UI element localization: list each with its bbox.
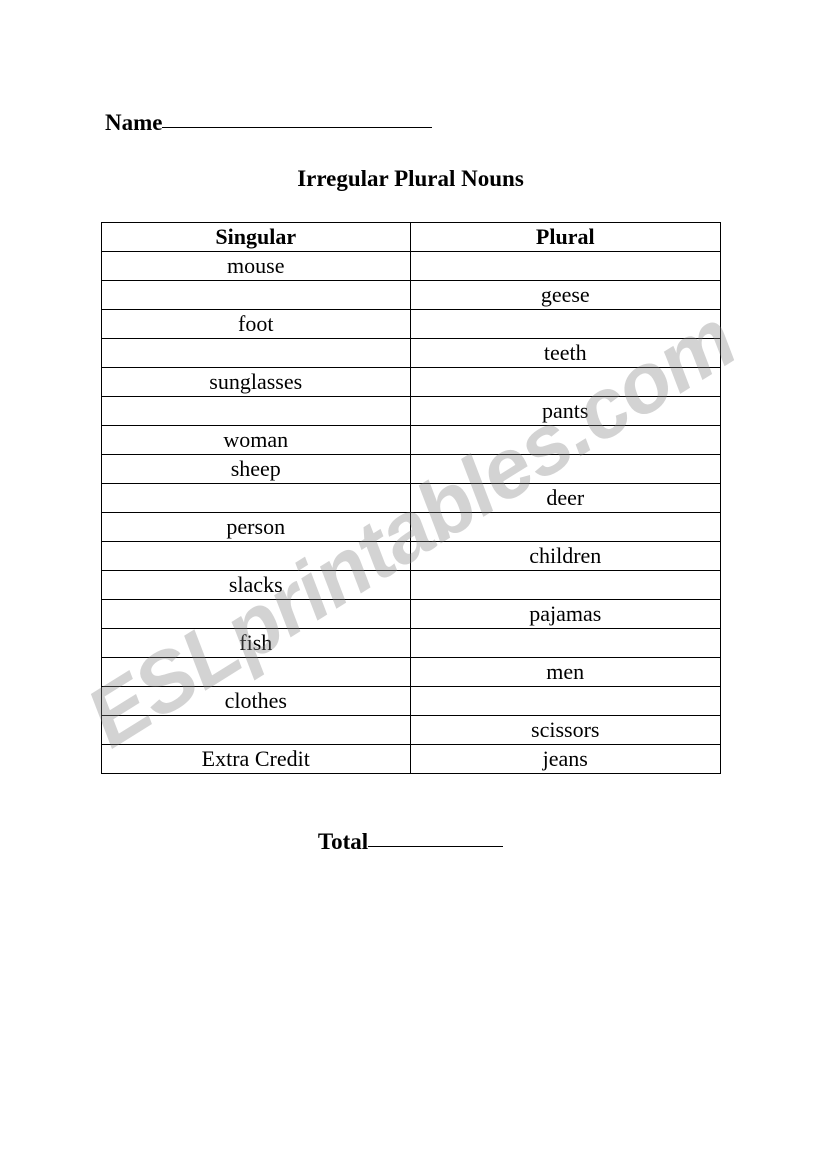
table-row: geese <box>101 281 720 310</box>
cell-plural[interactable] <box>411 252 721 281</box>
cell-singular[interactable] <box>101 658 411 687</box>
extra-credit-plural[interactable]: jeans <box>411 745 721 774</box>
cell-plural[interactable] <box>411 455 721 484</box>
total-label: Total <box>318 829 368 854</box>
column-header-singular: Singular <box>101 223 411 252</box>
cell-plural[interactable] <box>411 310 721 339</box>
table-row: foot <box>101 310 720 339</box>
table-row: mouse <box>101 252 720 281</box>
cell-singular[interactable]: woman <box>101 426 411 455</box>
nouns-table: Singular Plural mouse geese foot teeth s… <box>101 222 721 774</box>
cell-plural[interactable]: children <box>411 542 721 571</box>
cell-plural[interactable] <box>411 687 721 716</box>
worksheet-title: Irregular Plural Nouns <box>100 166 721 192</box>
cell-singular[interactable]: mouse <box>101 252 411 281</box>
name-label: Name <box>105 110 162 135</box>
cell-singular[interactable] <box>101 542 411 571</box>
cell-singular[interactable]: clothes <box>101 687 411 716</box>
cell-singular[interactable]: sheep <box>101 455 411 484</box>
table-row: woman <box>101 426 720 455</box>
table-row: sunglasses <box>101 368 720 397</box>
cell-plural[interactable] <box>411 629 721 658</box>
name-field-row: Name <box>105 110 721 136</box>
cell-singular[interactable] <box>101 484 411 513</box>
cell-plural[interactable]: geese <box>411 281 721 310</box>
table-header-row: Singular Plural <box>101 223 720 252</box>
cell-plural[interactable]: deer <box>411 484 721 513</box>
table-row: sheep <box>101 455 720 484</box>
cell-singular[interactable]: slacks <box>101 571 411 600</box>
cell-singular[interactable] <box>101 281 411 310</box>
table-row: slacks <box>101 571 720 600</box>
cell-plural[interactable] <box>411 513 721 542</box>
table-row: pajamas <box>101 600 720 629</box>
extra-credit-label: Extra Credit <box>101 745 411 774</box>
column-header-plural: Plural <box>411 223 721 252</box>
table-row: pants <box>101 397 720 426</box>
name-underline[interactable] <box>162 127 432 128</box>
table-row: children <box>101 542 720 571</box>
worksheet-page: Name Irregular Plural Nouns Singular Plu… <box>0 0 821 855</box>
cell-singular[interactable]: person <box>101 513 411 542</box>
cell-singular[interactable] <box>101 600 411 629</box>
cell-singular[interactable]: sunglasses <box>101 368 411 397</box>
table-row: clothes <box>101 687 720 716</box>
table-row: scissors <box>101 716 720 745</box>
extra-credit-row: Extra Credit jeans <box>101 745 720 774</box>
cell-singular[interactable] <box>101 339 411 368</box>
cell-plural[interactable]: men <box>411 658 721 687</box>
cell-singular[interactable]: fish <box>101 629 411 658</box>
cell-plural[interactable] <box>411 368 721 397</box>
total-underline[interactable] <box>368 846 503 847</box>
table-row: deer <box>101 484 720 513</box>
cell-singular[interactable] <box>101 716 411 745</box>
cell-plural[interactable]: pants <box>411 397 721 426</box>
cell-singular[interactable] <box>101 397 411 426</box>
table-row: person <box>101 513 720 542</box>
cell-plural[interactable] <box>411 426 721 455</box>
cell-plural[interactable] <box>411 571 721 600</box>
cell-plural[interactable]: scissors <box>411 716 721 745</box>
table-row: men <box>101 658 720 687</box>
cell-plural[interactable]: pajamas <box>411 600 721 629</box>
total-row: Total <box>100 829 721 855</box>
cell-plural[interactable]: teeth <box>411 339 721 368</box>
table-row: teeth <box>101 339 720 368</box>
cell-singular[interactable]: foot <box>101 310 411 339</box>
table-row: fish <box>101 629 720 658</box>
